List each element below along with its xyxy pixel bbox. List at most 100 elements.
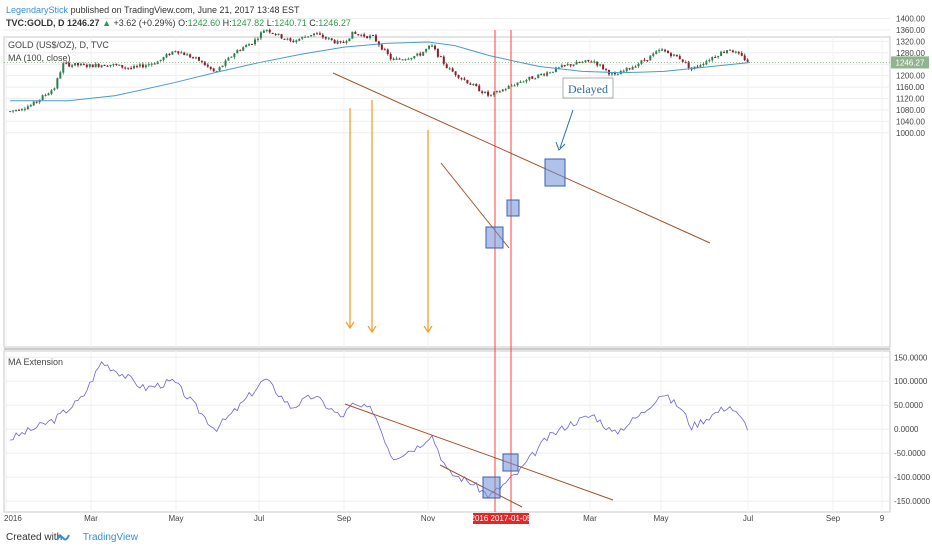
candle-body	[442, 56, 445, 64]
candle-body	[578, 61, 581, 63]
candlestick-series	[9, 28, 749, 113]
candle-body	[687, 61, 690, 68]
candle-body	[71, 65, 74, 67]
downward-arrowhead	[367, 325, 377, 334]
callout-arrowhead	[555, 141, 566, 151]
candle-body	[268, 29, 271, 33]
downward-arrowhead	[423, 325, 433, 334]
ext-trendline-steep	[439, 464, 523, 508]
candle-body	[330, 38, 333, 40]
candle-body	[91, 64, 94, 68]
candle-body	[177, 51, 180, 54]
candle-body	[100, 65, 103, 68]
time-axis-label: Jul	[254, 514, 264, 523]
time-axis-label: Sep	[337, 514, 352, 523]
candle-body	[640, 60, 643, 64]
candle-body	[613, 72, 616, 75]
ma-legend: MA (100, close)	[8, 53, 71, 63]
candle-body	[277, 33, 280, 35]
candle-body	[726, 50, 729, 53]
price-axis-label: 1320.00	[896, 37, 925, 46]
candle-body	[59, 72, 62, 79]
candle-body	[283, 38, 286, 40]
time-axis-label: Mar	[84, 514, 98, 523]
highlight-box	[544, 158, 566, 187]
candle-body	[44, 94, 47, 96]
candle-body	[702, 64, 705, 66]
candle-body	[652, 53, 655, 56]
candle-body	[466, 80, 469, 84]
candle-body	[596, 61, 599, 66]
candle-body	[53, 88, 56, 90]
candle-body	[374, 35, 377, 42]
candle-body	[557, 67, 560, 69]
candle-body	[737, 51, 740, 54]
price-axis-label: 1400.00	[896, 15, 925, 24]
candle-body	[262, 30, 265, 33]
close-label: C:	[309, 18, 319, 28]
callout-label: Delayed	[568, 82, 608, 96]
candle-body	[484, 91, 487, 94]
candle-body	[180, 52, 183, 54]
candle-body	[705, 61, 708, 65]
candle-body	[248, 44, 251, 46]
candle-body	[56, 78, 59, 89]
candle-body	[112, 64, 115, 66]
candle-body	[581, 61, 584, 63]
candle-body	[534, 78, 537, 80]
candle-body	[124, 67, 127, 69]
time-axis-label: Jul	[743, 514, 753, 523]
candle-body	[661, 49, 664, 51]
ext-axis-label: 100.0000	[894, 377, 928, 386]
candle-body	[681, 59, 684, 62]
candle-body	[478, 85, 481, 92]
candle-body	[315, 33, 318, 35]
candle-body	[327, 38, 330, 40]
candle-body	[239, 50, 242, 52]
chart-header: LegendaryStick published on TradingView.…	[6, 4, 351, 30]
candle-body	[242, 47, 245, 51]
candle-body	[192, 57, 195, 59]
candle-body	[79, 63, 82, 66]
candle-body	[274, 33, 277, 35]
candle-body	[292, 40, 295, 43]
candle-body	[448, 68, 451, 70]
open-value: 1242.60	[187, 18, 221, 28]
candle-body	[593, 61, 596, 63]
candle-body	[77, 62, 80, 66]
candle-body	[227, 57, 230, 61]
low-label: L:	[266, 18, 275, 28]
candle-body	[723, 52, 726, 54]
high-value: 1247.82	[231, 18, 265, 28]
high-label: H:	[222, 18, 232, 28]
tradingview-brand[interactable]: TradingView	[82, 532, 138, 543]
candle-body	[540, 74, 543, 76]
candle-body	[616, 74, 619, 76]
candle-body	[144, 65, 147, 68]
candle-body	[708, 60, 711, 62]
candle-body	[457, 74, 460, 78]
candle-body	[97, 63, 100, 67]
candle-body	[472, 83, 475, 86]
candle-body	[637, 63, 640, 67]
candle-body	[439, 56, 442, 58]
candle-body	[295, 40, 298, 43]
candle-body	[195, 57, 198, 59]
candle-body	[236, 50, 239, 54]
candle-body	[634, 66, 637, 68]
candle-body	[584, 60, 587, 62]
candle-body	[386, 49, 389, 54]
candle-body	[280, 34, 283, 39]
candle-body	[678, 56, 681, 60]
candle-body	[369, 35, 372, 39]
main-trendline	[332, 72, 711, 244]
candle-body	[516, 82, 519, 86]
price-axis-label: 1280.00	[896, 49, 925, 58]
author-name[interactable]: LegendaryStick	[6, 5, 69, 15]
candle-body	[115, 63, 118, 66]
candle-body	[513, 85, 516, 87]
candle-body	[377, 41, 380, 46]
candle-body	[587, 59, 590, 62]
candle-body	[454, 71, 457, 76]
